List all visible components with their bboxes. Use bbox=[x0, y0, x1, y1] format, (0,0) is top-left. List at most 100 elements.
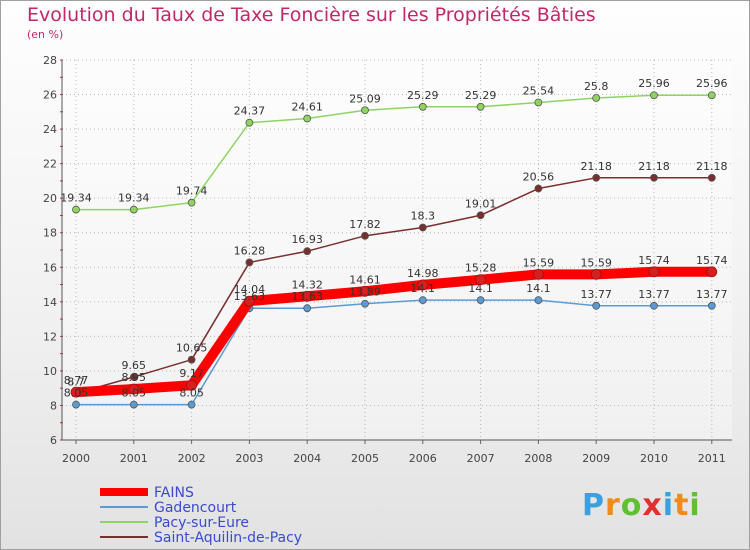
data-point bbox=[476, 296, 485, 304]
data-point bbox=[72, 400, 80, 409]
data-point bbox=[72, 205, 80, 214]
data-label: 19.34 bbox=[118, 192, 150, 205]
y-tick-label: 16 bbox=[43, 261, 57, 274]
legend-label: FAINS bbox=[154, 485, 194, 501]
data-label: 21.18 bbox=[580, 160, 612, 173]
data-label: 14.61 bbox=[349, 273, 381, 286]
x-tick-label: 2011 bbox=[698, 452, 726, 465]
data-point bbox=[534, 98, 543, 107]
data-point bbox=[590, 268, 602, 280]
data-point bbox=[533, 268, 544, 280]
y-tick-label: 10 bbox=[43, 365, 57, 378]
data-point bbox=[187, 400, 196, 409]
logo-letter: o bbox=[620, 488, 643, 523]
data-point bbox=[70, 386, 82, 398]
data-point bbox=[129, 400, 138, 409]
data-label: 17.82 bbox=[349, 218, 381, 231]
data-point bbox=[187, 355, 196, 364]
data-label: 16.93 bbox=[291, 233, 323, 246]
x-tick-label: 2009 bbox=[582, 452, 610, 465]
data-point bbox=[648, 266, 660, 278]
data-label: 16.28 bbox=[234, 244, 266, 257]
data-point bbox=[706, 266, 718, 278]
data-point bbox=[707, 91, 716, 100]
x-tick-label: 2002 bbox=[178, 452, 206, 465]
data-point bbox=[128, 383, 140, 395]
y-tick-label: 18 bbox=[43, 227, 57, 240]
x-tick-label: 2001 bbox=[120, 452, 148, 465]
data-label: 24.61 bbox=[291, 101, 323, 114]
data-label: 13.77 bbox=[580, 288, 612, 301]
x-tick-label: 2003 bbox=[235, 452, 263, 465]
data-point bbox=[245, 258, 254, 267]
data-label: 8.95 bbox=[122, 371, 147, 384]
data-point bbox=[534, 184, 543, 193]
data-point bbox=[418, 296, 427, 304]
x-tick-label: 2007 bbox=[467, 452, 495, 465]
data-point bbox=[359, 285, 371, 297]
data-label: 8.05 bbox=[179, 387, 204, 400]
data-point bbox=[245, 118, 254, 127]
data-label: 25.29 bbox=[465, 89, 497, 102]
proxiti-logo: Proxiti bbox=[582, 488, 701, 523]
data-label: 20.56 bbox=[523, 171, 555, 184]
data-label: 13.63 bbox=[234, 290, 266, 303]
data-point bbox=[418, 102, 427, 111]
y-tick-label: 26 bbox=[43, 89, 57, 102]
data-label: 8.05 bbox=[122, 387, 147, 400]
data-label: 13.63 bbox=[291, 290, 323, 303]
data-point bbox=[187, 198, 196, 207]
data-label: 14.1 bbox=[468, 282, 493, 295]
y-tick-label: 28 bbox=[43, 54, 57, 67]
data-label: 25.8 bbox=[584, 80, 609, 93]
data-point bbox=[592, 94, 601, 102]
data-label: 18.3 bbox=[411, 210, 436, 223]
series-line-fains bbox=[71, 266, 717, 398]
data-point bbox=[650, 91, 658, 100]
data-label: 15.28 bbox=[465, 262, 497, 275]
data-point bbox=[129, 205, 138, 214]
data-label: 24.37 bbox=[234, 105, 266, 118]
data-label: 13.89 bbox=[349, 286, 381, 299]
data-label: 25.29 bbox=[407, 89, 439, 102]
y-tick-label: 20 bbox=[43, 192, 57, 205]
data-point bbox=[129, 373, 138, 381]
logo-letter: P bbox=[582, 488, 605, 523]
logo-letter: i bbox=[662, 488, 675, 523]
data-point bbox=[361, 106, 369, 115]
x-tick-label: 2005 bbox=[351, 452, 379, 465]
data-point bbox=[476, 102, 485, 111]
x-tick-label: 2008 bbox=[524, 452, 552, 465]
logo-letter: r bbox=[605, 488, 621, 523]
data-point bbox=[592, 301, 601, 310]
data-point bbox=[303, 247, 312, 256]
data-label: 14.1 bbox=[411, 282, 436, 295]
y-tick-label: 12 bbox=[43, 330, 57, 343]
data-label: 25.09 bbox=[349, 92, 381, 105]
data-point bbox=[361, 299, 369, 308]
data-label: 9.65 bbox=[122, 359, 147, 372]
data-label: 19.34 bbox=[60, 192, 92, 205]
data-label: 10.65 bbox=[176, 342, 208, 355]
data-point bbox=[301, 290, 313, 302]
series-line-gadencourt bbox=[75, 299, 713, 406]
data-label: 13.77 bbox=[638, 288, 670, 301]
data-point bbox=[650, 301, 658, 310]
y-tick-label: 8 bbox=[50, 399, 57, 412]
data-label: 9.17 bbox=[179, 367, 204, 380]
data-label: 8.77 bbox=[64, 374, 89, 387]
plot-area bbox=[62, 60, 732, 440]
x-tick-label: 2006 bbox=[409, 452, 437, 465]
x-tick-label: 2004 bbox=[293, 452, 321, 465]
data-label: 13.77 bbox=[696, 288, 728, 301]
data-point bbox=[418, 223, 427, 232]
chart-title: Evolution du Taux de Taxe Foncière sur l… bbox=[27, 4, 596, 26]
data-point bbox=[361, 231, 369, 240]
x-tick-label: 2000 bbox=[62, 452, 90, 465]
chart-subtitle: (en %) bbox=[27, 28, 64, 41]
logo-letter: t bbox=[674, 488, 690, 523]
data-label: 15.74 bbox=[696, 254, 728, 267]
data-label: 14.98 bbox=[407, 267, 439, 280]
legend-label: Saint-Aquilin-de-Pacy bbox=[154, 530, 302, 546]
